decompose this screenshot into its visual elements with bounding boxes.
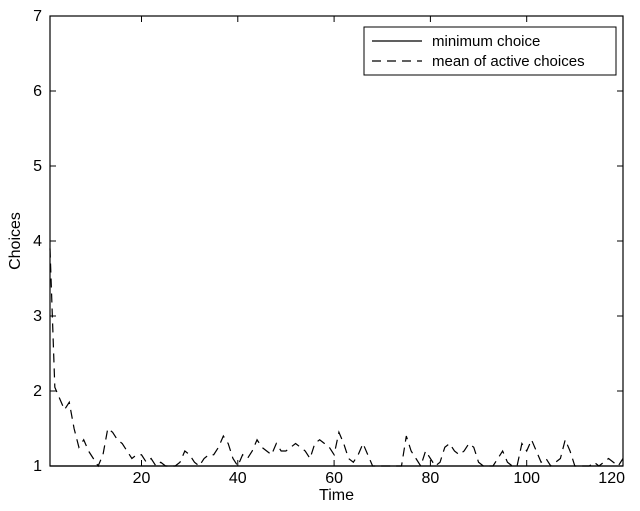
x-axis: 20 40 60 80 100 120 bbox=[133, 16, 625, 487]
legend-box bbox=[363, 26, 617, 76]
y-tick-label: 7 bbox=[33, 8, 42, 25]
legend-label-mean-of-active-choices: mean of active choices bbox=[432, 53, 585, 70]
y-axis-label: Choices bbox=[7, 212, 24, 270]
y-tick-label: 5 bbox=[33, 158, 42, 175]
y-tick-label: 2 bbox=[33, 383, 42, 400]
x-tick-label: 20 bbox=[133, 470, 151, 487]
x-tick-label: 60 bbox=[325, 470, 343, 487]
y-tick-label: 1 bbox=[33, 458, 42, 475]
plot-frame bbox=[49, 15, 624, 467]
x-tick-label: 100 bbox=[513, 470, 540, 487]
x-tick-label: 120 bbox=[598, 470, 625, 487]
x-tick-label: 80 bbox=[421, 470, 439, 487]
y-axis: 1 2 3 4 5 6 7 bbox=[33, 8, 623, 475]
x-tick-label: 40 bbox=[229, 470, 247, 487]
legend: minimum choice mean of active choices bbox=[363, 26, 617, 76]
legend-label-minimum-choice: minimum choice bbox=[432, 33, 540, 50]
y-tick-label: 6 bbox=[33, 83, 42, 100]
x-axis-label: Time bbox=[319, 487, 354, 504]
plot-layer bbox=[49, 248, 624, 468]
y-tick-label: 3 bbox=[33, 308, 42, 325]
series-line-mean-of-active-choices bbox=[49, 248, 624, 468]
y-tick-label: 4 bbox=[33, 233, 42, 250]
